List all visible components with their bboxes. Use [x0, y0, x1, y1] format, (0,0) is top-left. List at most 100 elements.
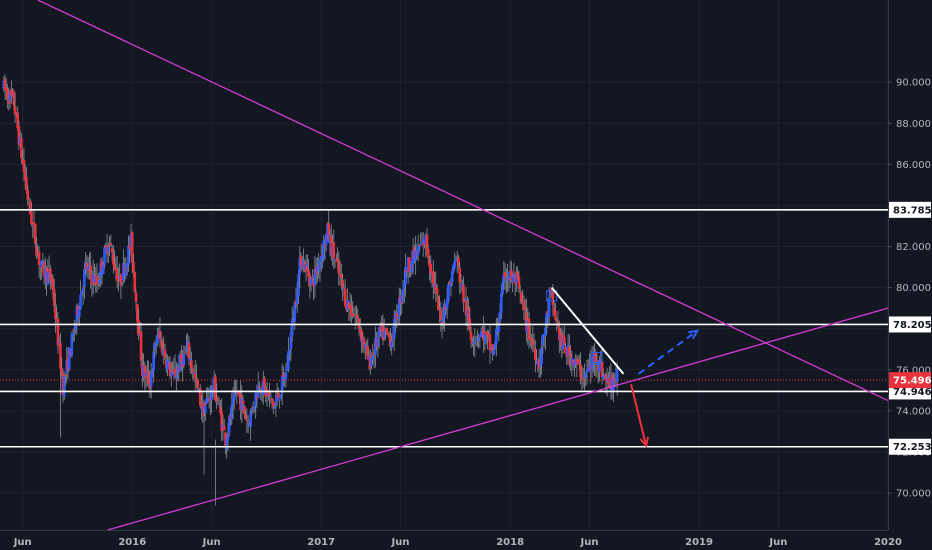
- candle-down: [49, 268, 52, 280]
- candle-up: [450, 270, 454, 283]
- candle-up: [231, 397, 235, 406]
- price-tags: 83.785 78.205 74.946 72.253 75.496: [889, 201, 932, 455]
- candle-up: [449, 283, 453, 287]
- candle-down: [578, 360, 581, 365]
- candle-down: [13, 106, 17, 116]
- candle-up: [144, 372, 148, 376]
- candle-up: [497, 322, 501, 332]
- y-tick-label: 90.000: [896, 78, 931, 89]
- candle-up: [107, 247, 110, 253]
- candle-down: [110, 247, 114, 253]
- trend-lines: [37, 0, 889, 531]
- level-tag: [889, 201, 931, 218]
- candle-up: [585, 370, 589, 373]
- candle-up: [445, 298, 449, 309]
- candle-down: [581, 379, 585, 381]
- candle-up: [8, 91, 12, 102]
- candle-down: [32, 222, 36, 226]
- candle-up: [188, 358, 192, 362]
- candle-up: [583, 377, 586, 379]
- x-tick-label: Jun: [579, 537, 598, 548]
- candle-down: [23, 171, 27, 180]
- candle-up: [78, 309, 81, 317]
- time-axis[interactable]: Jun 2016 Jun 2017 Jun 2018 Jun 2019 Jun 2020: [0, 530, 932, 550]
- candle-up: [410, 260, 414, 272]
- candle-up: [392, 319, 396, 339]
- candle-up: [453, 261, 457, 268]
- candle-down: [435, 288, 439, 295]
- candle-down: [594, 351, 598, 364]
- candle-down: [340, 274, 343, 278]
- candle-down: [347, 302, 351, 309]
- candle-up: [217, 404, 221, 406]
- candle-up: [544, 327, 547, 336]
- candle-down: [464, 300, 468, 316]
- candle-down: [562, 336, 566, 345]
- candle-down: [10, 89, 13, 96]
- candle-up: [151, 370, 154, 377]
- candle-up: [79, 294, 82, 309]
- candle-down: [117, 279, 120, 281]
- candle-up: [602, 376, 605, 379]
- candle-up: [447, 284, 450, 301]
- candle-up: [502, 273, 506, 283]
- candle-up: [152, 351, 155, 371]
- candle-down: [85, 262, 89, 271]
- candle-down: [113, 263, 116, 270]
- candle-down: [220, 411, 223, 431]
- level-tag-label: 72.253: [893, 442, 932, 453]
- candle-down: [56, 319, 60, 346]
- candle-down: [95, 275, 99, 285]
- candle-down: [282, 373, 285, 377]
- candle-down: [457, 257, 460, 267]
- candle-up: [541, 334, 545, 346]
- y-tick-label: 76.000: [896, 365, 931, 376]
- candle-down: [35, 245, 38, 256]
- candle-up: [103, 247, 106, 266]
- candle-down: [337, 261, 341, 274]
- candle-down: [30, 211, 33, 225]
- last-price-label: 75.496: [893, 376, 932, 387]
- candle-up: [483, 333, 487, 343]
- candle-down: [245, 419, 249, 422]
- candle-up: [175, 374, 178, 380]
- arrow-line: [630, 383, 648, 447]
- candle-up: [370, 357, 373, 367]
- price-axis-panel: [888, 0, 932, 550]
- arrow-line: [638, 329, 698, 375]
- candle-up: [452, 264, 455, 273]
- candle-down: [555, 319, 559, 321]
- candle-down: [552, 307, 556, 314]
- candle-up: [227, 416, 231, 433]
- candle-down: [89, 265, 92, 275]
- candle-up: [154, 343, 158, 345]
- candle-down: [387, 333, 391, 338]
- candle-down: [381, 322, 385, 340]
- candle-up: [298, 257, 302, 275]
- candle-down: [64, 375, 67, 377]
- candle-up: [185, 348, 188, 351]
- candle-up: [153, 343, 157, 350]
- candle-up: [316, 266, 319, 273]
- candle-up: [124, 263, 128, 276]
- candle-up: [500, 293, 503, 313]
- candle-up: [98, 279, 101, 284]
- candle-down: [130, 232, 134, 263]
- candle-down: [238, 390, 241, 397]
- candle-down: [25, 177, 28, 191]
- candle-up: [62, 375, 66, 397]
- candle-up: [74, 323, 77, 331]
- candle-down: [510, 269, 513, 281]
- candle-up: [420, 242, 424, 245]
- candle-up: [595, 363, 599, 366]
- candle-up: [71, 332, 75, 336]
- candle-up: [382, 331, 386, 338]
- price-axis[interactable]: 90.00088.00086.00084.00082.00080.00078.0…: [888, 0, 932, 550]
- candle-down: [246, 423, 250, 425]
- candle-down: [270, 398, 274, 402]
- x-tick-label: 2020: [874, 537, 902, 548]
- candle-down: [39, 267, 42, 269]
- candle-up: [249, 411, 252, 427]
- candle-down: [604, 374, 608, 381]
